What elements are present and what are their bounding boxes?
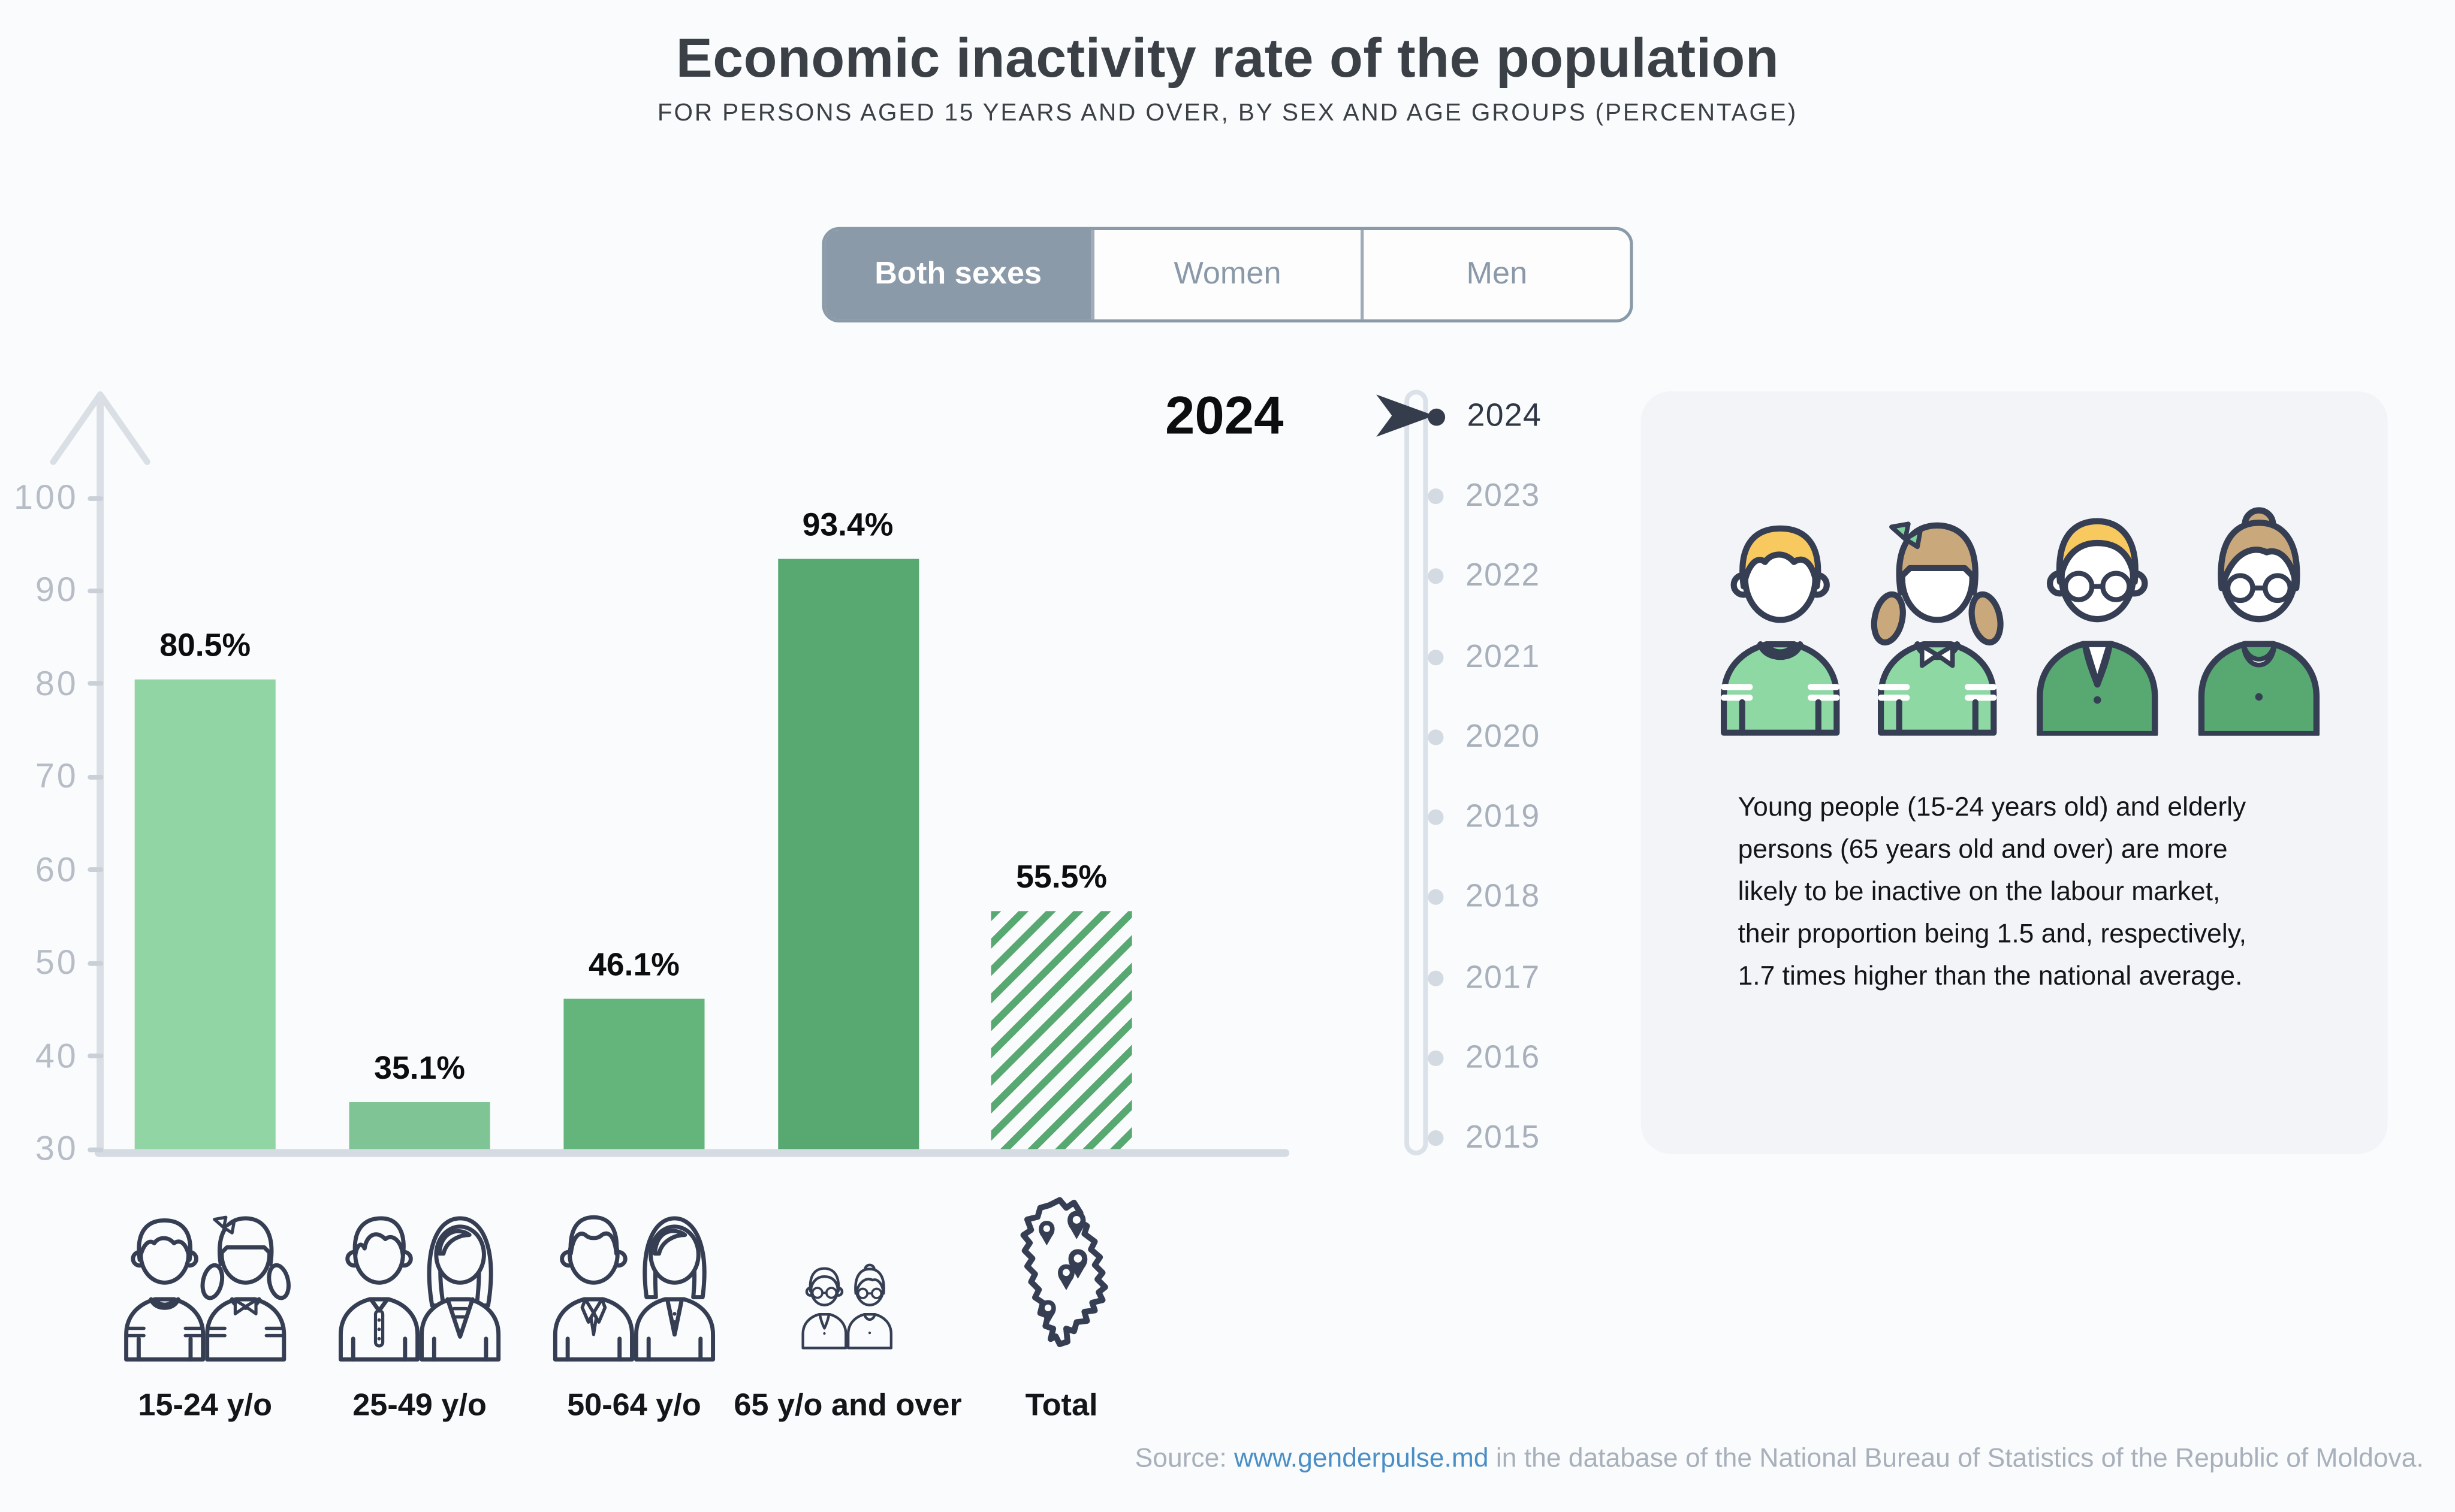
timeline-dot[interactable] <box>1428 809 1444 825</box>
bar-value-label: 80.5% <box>159 627 251 664</box>
info-text-line: likely to be inactive on the labour mark… <box>1738 876 2221 907</box>
mature-man-woman-icon <box>553 1215 716 1362</box>
category-label-total: Total <box>1025 1389 1098 1423</box>
tab-both-sexes[interactable]: Both sexes <box>825 230 1091 319</box>
info-text-line: persons (65 years old and over) are more <box>1738 834 2228 864</box>
bar-value-label: 55.5% <box>1016 860 1108 897</box>
y-tick-label: 60 <box>35 849 79 889</box>
y-axis-arrowhead <box>50 391 150 465</box>
map-pin-icon <box>1039 1211 1088 1325</box>
info-text-line: 1.7 times higher than the national avera… <box>1738 961 2243 991</box>
y-tick-label: 70 <box>35 756 79 796</box>
source-prefix: Source: <box>1135 1443 1235 1474</box>
y-tick-label: 40 <box>35 1036 79 1075</box>
y-tick-label: 100 <box>13 477 79 517</box>
young-boy-girl-icon <box>124 1215 291 1362</box>
category-label-65-y-o-and-over: 65 y/o and over <box>734 1389 962 1423</box>
timeline-year-2015[interactable]: 2015 <box>1428 1116 1540 1160</box>
bar-value-label: 93.4% <box>802 507 894 544</box>
y-tick-mark <box>88 774 104 780</box>
elderly-woman-icon <box>2198 507 2320 736</box>
timeline-year-2024[interactable]: 2024 <box>1428 394 1542 438</box>
elderly-man-icon <box>2037 518 2158 736</box>
young-boy-icon <box>1721 525 1840 736</box>
timeline-year-label: 2017 <box>1465 959 1540 995</box>
timeline-dot[interactable] <box>1428 1130 1444 1146</box>
y-tick-mark <box>88 867 104 873</box>
adult-man-woman-icon <box>339 1216 501 1362</box>
timeline-year-2017[interactable]: 2017 <box>1428 956 1540 1000</box>
timeline-year-2020[interactable]: 2020 <box>1428 715 1540 759</box>
timeline-year-2022[interactable]: 2022 <box>1428 555 1540 599</box>
timeline-year-label: 2021 <box>1465 638 1540 674</box>
timeline-year-label: 2022 <box>1465 558 1540 594</box>
people-illustration-icon <box>1721 507 2320 736</box>
category-label-50-64-y-o: 50-64 y/o <box>567 1389 701 1423</box>
info-box: Young people (15-24 years old) and elder… <box>1640 391 2388 1154</box>
y-tick-label: 30 <box>35 1128 79 1168</box>
timeline-year-label: 2020 <box>1465 718 1540 755</box>
category-label-25-49-y-o: 25-49 y/o <box>352 1389 487 1423</box>
category-label-15-24-y-o: 15-24 y/o <box>138 1389 272 1423</box>
timeline-dot[interactable] <box>1428 889 1444 906</box>
y-tick-label: 50 <box>35 942 79 982</box>
bar-65-y-o-and-over[interactable] <box>777 559 919 1149</box>
source-note: Source: www.genderpulse.md in the databa… <box>0 1443 2424 1474</box>
page-title: Economic inactivity rate of the populati… <box>675 28 1780 89</box>
bar-value-label: 35.1% <box>374 1050 465 1087</box>
y-tick-mark <box>88 495 104 500</box>
page-subtitle: FOR PERSONS AGED 15 YEARS AND OVER, BY S… <box>657 100 1798 127</box>
selected-year-label: 2024 <box>1165 387 1284 446</box>
timeline-dot[interactable] <box>1428 729 1444 746</box>
info-text-line: Young people (15-24 years old) and elder… <box>1738 792 2246 822</box>
bar-50-64-y-o[interactable] <box>563 999 705 1149</box>
timeline-year-2019[interactable]: 2019 <box>1428 795 1540 839</box>
timeline-marker-icon[interactable] <box>1376 394 1438 437</box>
timeline-dot[interactable] <box>1428 569 1444 585</box>
moldova-map-icon <box>1020 1197 1108 1347</box>
y-tick-label: 80 <box>35 663 79 703</box>
timeline-dot[interactable] <box>1428 1050 1444 1066</box>
y-tick-mark <box>88 681 104 687</box>
timeline-year-2023[interactable]: 2023 <box>1428 475 1540 518</box>
elderly-couple-icon <box>801 1263 893 1350</box>
bar-15-24-y-o[interactable] <box>134 679 276 1149</box>
tab-men[interactable]: Men <box>1361 230 1630 319</box>
source-suffix: in the database of the National Bureau o… <box>1488 1443 2424 1474</box>
timeline-dot[interactable] <box>1428 408 1446 425</box>
y-tick-mark <box>88 1054 104 1059</box>
bar-total[interactable] <box>991 912 1132 1149</box>
timeline-year-label: 2023 <box>1465 478 1540 514</box>
timeline-year-label: 2019 <box>1465 798 1540 835</box>
timeline-year-2018[interactable]: 2018 <box>1428 876 1540 919</box>
source-link[interactable]: www.genderpulse.md <box>1234 1443 1489 1474</box>
timeline-year-label: 2016 <box>1465 1039 1540 1075</box>
timeline-year-2021[interactable]: 2021 <box>1428 635 1540 679</box>
y-tick-mark <box>88 588 104 593</box>
bar-25-49-y-o[interactable] <box>349 1101 490 1149</box>
bar-value-label: 46.1% <box>589 947 680 984</box>
y-tick-mark <box>88 960 104 965</box>
info-text: Young people (15-24 years old) and elder… <box>1738 786 2367 997</box>
timeline-dot[interactable] <box>1428 649 1444 665</box>
info-text-line: their proportion being 1.5 and, respecti… <box>1738 919 2246 949</box>
timeline-dot[interactable] <box>1428 970 1444 986</box>
sex-filter-tabs: Both sexes Women Men <box>822 227 1633 323</box>
timeline-track[interactable] <box>1404 390 1428 1155</box>
timeline-year-label: 2015 <box>1465 1119 1540 1155</box>
timeline-year-label: 2018 <box>1465 879 1540 915</box>
young-girl-icon <box>1871 521 2004 736</box>
y-tick-label: 90 <box>35 570 79 610</box>
timeline-dot[interactable] <box>1428 488 1444 505</box>
timeline-year-2016[interactable]: 2016 <box>1428 1036 1540 1080</box>
timeline-year-label: 2024 <box>1467 397 1542 434</box>
tab-women[interactable]: Women <box>1091 230 1361 319</box>
y-tick-mark <box>88 1146 104 1152</box>
